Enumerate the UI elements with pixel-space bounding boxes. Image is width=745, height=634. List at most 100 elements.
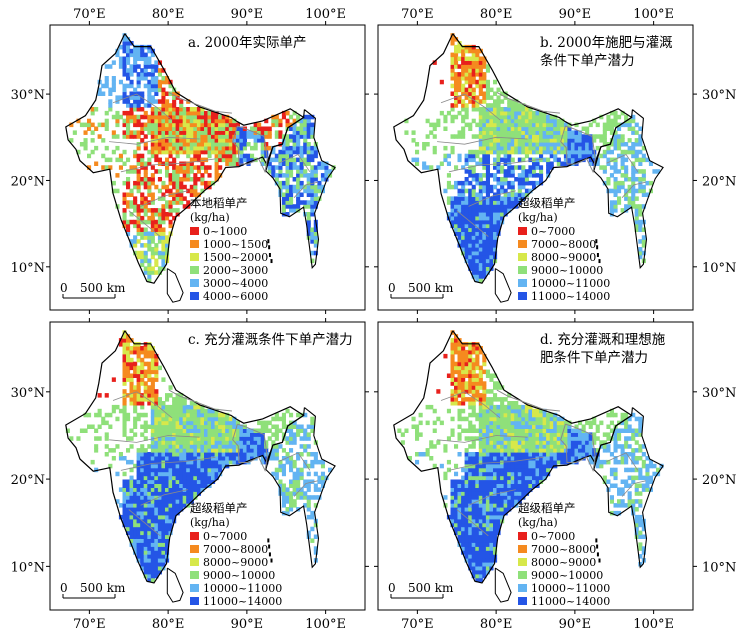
- yield-cell: [641, 145, 646, 151]
- yield-cell: [485, 459, 490, 465]
- yield-cell: [310, 169, 315, 174]
- yield-cell: [549, 142, 554, 147]
- yield-cell: [140, 542, 145, 547]
- yield-cell: [172, 215, 177, 221]
- yield-cell: [471, 76, 476, 81]
- yield-cell: [404, 428, 409, 433]
- yield-cell: [122, 428, 127, 433]
- yield-cell: [331, 165, 336, 170]
- yield-cell: [129, 169, 134, 174]
- yield-cell: [468, 149, 473, 155]
- yield-cell: [143, 122, 148, 128]
- yield-cell: [172, 138, 177, 143]
- yield-cell: [521, 487, 526, 492]
- state-boundary: [278, 452, 311, 471]
- yield-cell: [278, 134, 283, 139]
- yield-cell: [464, 247, 469, 252]
- yield-cell: [627, 122, 632, 128]
- yield-cell: [461, 204, 466, 209]
- yield-cell: [168, 412, 173, 418]
- yield-cell: [496, 522, 501, 528]
- yield-cell: [461, 227, 466, 232]
- yield-cell: [196, 107, 201, 112]
- yield-cell: [242, 432, 247, 437]
- yield-cell: [320, 184, 325, 190]
- yield-cell: [475, 180, 480, 186]
- yield-cell: [443, 126, 448, 131]
- yield-cell: [154, 534, 159, 539]
- yield-cell: [482, 381, 487, 386]
- yield-cell: [235, 452, 240, 457]
- yield-cell: [510, 444, 515, 449]
- yield-cell: [143, 452, 148, 457]
- yield-cell: [172, 456, 177, 461]
- yield-cell: [457, 416, 462, 422]
- yield-cell: [186, 404, 191, 410]
- yield-cell: [422, 452, 427, 457]
- yield-cell: [260, 456, 265, 461]
- yield-cell: [528, 157, 533, 163]
- yield-cell: [532, 420, 537, 426]
- yield-cell: [154, 68, 159, 73]
- yield-cell: [303, 173, 308, 178]
- yield-cell: [250, 436, 255, 441]
- yield-cell: [549, 134, 554, 139]
- yield-cell: [500, 440, 505, 445]
- yield-cell: [317, 161, 322, 166]
- yield-cell: [617, 188, 622, 194]
- yield-cell: [296, 428, 301, 433]
- yield-cell: [296, 196, 301, 201]
- yield-cell: [528, 432, 533, 437]
- yield-cell: [172, 91, 177, 96]
- yield-cell: [454, 180, 459, 186]
- yield-cell: [517, 177, 522, 182]
- yield-cell: [521, 180, 526, 186]
- yield-cell: [468, 499, 473, 504]
- yield-cell: [186, 149, 191, 155]
- yield-cell: [482, 369, 487, 375]
- yield-cell: [542, 142, 547, 147]
- yield-cell: [450, 342, 455, 347]
- yield-cell: [161, 126, 166, 131]
- yield-cell: [464, 349, 469, 355]
- yield-cell: [140, 204, 145, 209]
- scale-bar: 0 500 km: [60, 281, 126, 299]
- yield-cell: [115, 114, 120, 120]
- yield-cell: [179, 107, 184, 112]
- yield-cell: [468, 381, 473, 386]
- yield-cell: [296, 432, 301, 437]
- yield-cell: [118, 157, 123, 163]
- yield-cell: [482, 542, 487, 547]
- yield-cell: [457, 219, 462, 225]
- yield-cell: [154, 79, 159, 85]
- yield-cell: [310, 184, 315, 190]
- yield-cell: [475, 397, 480, 402]
- yield-cell: [161, 87, 166, 93]
- yield-cell: [200, 177, 205, 182]
- yield-cell: [485, 495, 490, 500]
- yield-cell: [154, 542, 159, 547]
- yield-cell: [317, 184, 322, 190]
- yield-cell: [638, 208, 643, 213]
- yield-cell: [532, 416, 537, 422]
- yield-cell: [454, 349, 459, 355]
- yield-cell: [320, 479, 325, 484]
- yield-cell: [521, 149, 526, 155]
- yield-cell: [503, 192, 508, 197]
- yield-cell: [478, 223, 483, 229]
- yield-cell: [471, 192, 476, 197]
- yield-cell: [129, 72, 134, 77]
- yield-cell: [250, 452, 255, 457]
- yield-cell: [457, 534, 462, 539]
- yield-cell: [111, 60, 116, 65]
- yield-cell: [468, 554, 473, 559]
- yield-cell: [136, 357, 141, 363]
- yield-cell: [239, 149, 244, 155]
- yield-cell: [464, 153, 469, 159]
- yield-cell: [147, 126, 152, 131]
- yield-cell: [129, 538, 134, 543]
- yield-cell: [221, 463, 226, 469]
- yield-cell: [235, 432, 240, 437]
- yield-cell: [292, 122, 297, 128]
